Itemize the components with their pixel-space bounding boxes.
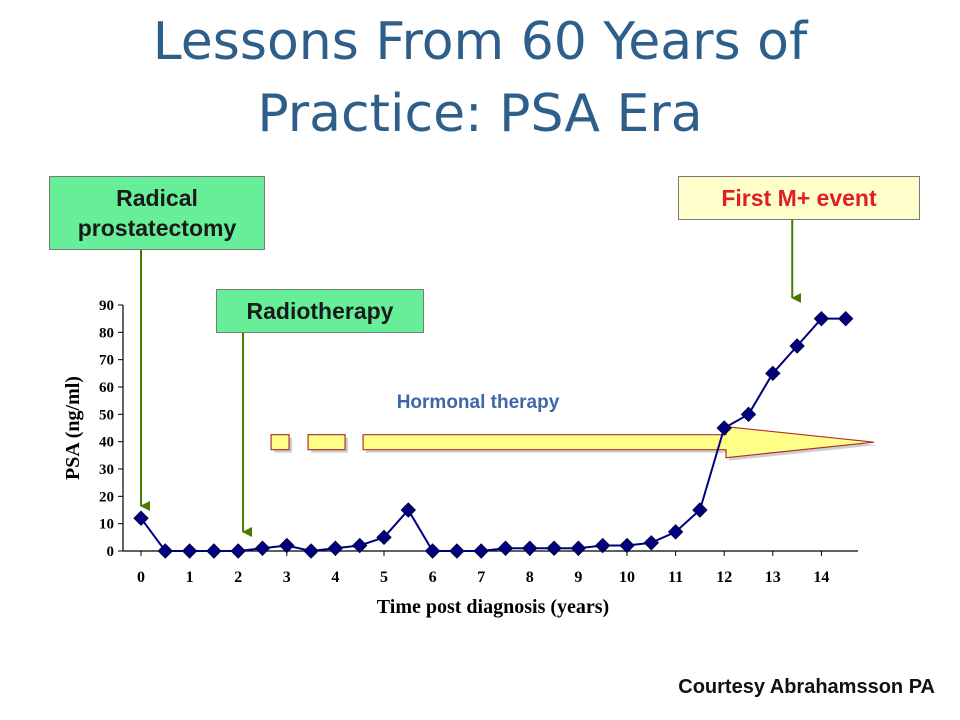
- psa-data-point: [546, 540, 562, 556]
- x-tick-label: 12: [716, 569, 732, 586]
- hormonal-dash-segment: [270, 434, 290, 451]
- x-tick-label: 6: [429, 569, 437, 586]
- psa-data-point: [327, 540, 344, 556]
- x-tick-label: 13: [765, 569, 781, 586]
- hormonal-therapy-arrow: [270, 426, 877, 461]
- y-tick-label: 40: [99, 435, 114, 451]
- psa-data-point: [133, 510, 149, 526]
- psa-data-point: [157, 543, 174, 559]
- x-tick-label: 1: [186, 569, 194, 586]
- psa-data-point: [181, 543, 198, 559]
- psa-data-point: [473, 543, 489, 559]
- psa-data-point: [376, 529, 392, 546]
- y-tick-label: 50: [99, 407, 114, 423]
- x-tick-label: 14: [813, 569, 829, 586]
- psa-data-point: [813, 310, 830, 327]
- psa-data-point: [837, 310, 854, 327]
- radiotherapy-callout: Radiotherapy: [216, 289, 424, 333]
- psa-data-point: [643, 535, 660, 551]
- psa-data-point: [692, 502, 708, 518]
- y-tick-label: 90: [99, 298, 114, 314]
- x-tick-label: 4: [331, 569, 339, 586]
- psa-data-point: [424, 543, 441, 559]
- y-tick-label: 20: [99, 489, 114, 505]
- x-axis-label: Time post diagnosis (years): [377, 596, 609, 618]
- x-tick-label: 0: [137, 569, 145, 586]
- slide-title: Lessons From 60 Years of Practice: PSA E…: [0, 6, 960, 150]
- y-axis-label: PSA (ng/ml): [62, 376, 84, 480]
- psa-data-point: [449, 543, 465, 559]
- x-tick-label: 9: [574, 569, 582, 586]
- x-tick-label: 5: [380, 569, 388, 586]
- psa-data-point: [570, 540, 587, 556]
- title-line-2: Practice: PSA Era: [257, 84, 703, 144]
- psa-data-point: [716, 420, 732, 436]
- hormonal-dash-segment: [307, 434, 346, 451]
- y-tick-label: 60: [99, 380, 114, 396]
- psa-data-point: [400, 502, 417, 518]
- psa-data-point: [789, 338, 805, 354]
- y-tick-label: 0: [107, 544, 115, 560]
- psa-data-point: [303, 543, 319, 559]
- event-arrows: [140, 220, 802, 537]
- psa-data-point: [279, 537, 295, 554]
- psa-data-point: [230, 543, 246, 559]
- radical-prostatectomy-callout: Radical prostatectomy: [49, 176, 265, 250]
- psa-data-point: [765, 365, 781, 382]
- psa-data-point: [667, 524, 684, 540]
- y-tick-label: 10: [99, 517, 114, 533]
- psa-data-point: [351, 537, 368, 554]
- psa-data-point: [254, 540, 271, 556]
- psa-data-point: [522, 540, 538, 556]
- x-tick-label: 8: [526, 569, 534, 586]
- x-tick-label: 2: [234, 569, 242, 586]
- x-tick-label: 10: [619, 569, 635, 586]
- psa-data-point: [206, 543, 222, 559]
- x-tick-labels: 0 1 2 3 4 5 6 7 8 9 10 11 12 13 14: [137, 569, 829, 586]
- psa-series: [133, 310, 854, 559]
- first-m-event-callout: First M+ event: [678, 176, 920, 220]
- y-tick-label: 70: [99, 353, 114, 369]
- x-tick-label: 7: [477, 569, 485, 586]
- title-line-1: Lessons From 60 Years of: [152, 12, 808, 72]
- x-tick-label: 11: [668, 569, 683, 586]
- psa-data-point: [619, 537, 635, 554]
- courtesy-credit: Courtesy Abrahamsson PA: [678, 676, 935, 698]
- psa-data-point: [497, 540, 514, 556]
- x-tick-label: 3: [283, 569, 291, 586]
- psa-data-point: [594, 537, 611, 554]
- y-tick-label: 30: [99, 462, 114, 478]
- y-tick-labels: 0 10 20 30 40 50 60 70 80 90: [99, 298, 114, 560]
- hormonal-therapy-label: Hormonal therapy: [397, 392, 560, 413]
- psa-data-point: [740, 406, 757, 423]
- y-tick-label: 80: [99, 325, 114, 341]
